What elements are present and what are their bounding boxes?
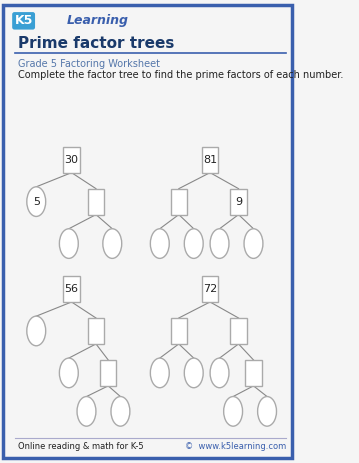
FancyBboxPatch shape xyxy=(63,276,80,302)
Text: Online reading & math for K-5: Online reading & math for K-5 xyxy=(18,442,143,451)
FancyBboxPatch shape xyxy=(63,147,80,173)
Text: Complete the factor tree to find the prime factors of each number.: Complete the factor tree to find the pri… xyxy=(18,70,343,80)
Text: Learning: Learning xyxy=(66,14,129,27)
Text: 9: 9 xyxy=(235,197,242,206)
Circle shape xyxy=(103,229,122,258)
Circle shape xyxy=(59,229,78,258)
FancyBboxPatch shape xyxy=(202,276,218,302)
Text: 81: 81 xyxy=(203,155,217,165)
Circle shape xyxy=(258,396,276,426)
Circle shape xyxy=(150,358,169,388)
Circle shape xyxy=(77,396,96,426)
FancyBboxPatch shape xyxy=(3,5,292,458)
Text: ©  www.k5learning.com: © www.k5learning.com xyxy=(185,442,286,451)
FancyBboxPatch shape xyxy=(100,360,116,386)
Circle shape xyxy=(184,229,203,258)
FancyBboxPatch shape xyxy=(88,318,104,344)
FancyBboxPatch shape xyxy=(230,188,247,214)
Text: Grade 5 Factoring Worksheet: Grade 5 Factoring Worksheet xyxy=(18,59,160,69)
Circle shape xyxy=(224,396,243,426)
FancyBboxPatch shape xyxy=(245,360,262,386)
Circle shape xyxy=(210,229,229,258)
FancyBboxPatch shape xyxy=(88,188,104,214)
FancyBboxPatch shape xyxy=(230,318,247,344)
Circle shape xyxy=(59,358,78,388)
Text: Prime factor trees: Prime factor trees xyxy=(18,37,174,51)
Text: 30: 30 xyxy=(65,155,79,165)
FancyBboxPatch shape xyxy=(171,188,187,214)
FancyBboxPatch shape xyxy=(171,318,187,344)
Circle shape xyxy=(111,396,130,426)
Circle shape xyxy=(27,316,46,346)
Circle shape xyxy=(184,358,203,388)
Text: 5: 5 xyxy=(33,197,40,206)
Circle shape xyxy=(244,229,263,258)
Text: K5: K5 xyxy=(14,14,33,27)
FancyBboxPatch shape xyxy=(202,147,218,173)
Circle shape xyxy=(210,358,229,388)
Circle shape xyxy=(150,229,169,258)
Circle shape xyxy=(27,187,46,216)
Text: 56: 56 xyxy=(65,284,79,294)
Text: 72: 72 xyxy=(203,284,217,294)
